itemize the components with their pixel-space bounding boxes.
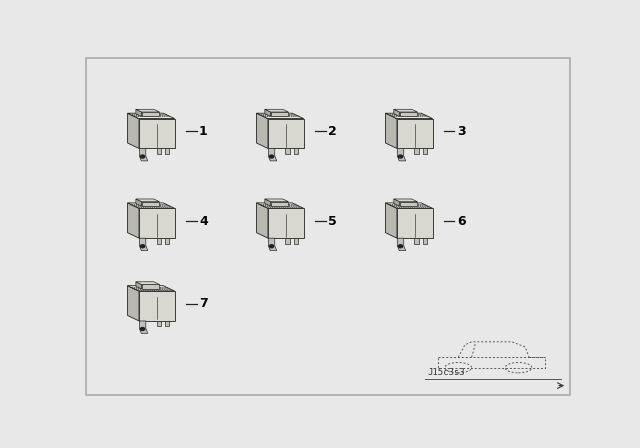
Text: 4: 4 (199, 215, 208, 228)
Circle shape (140, 245, 145, 248)
Polygon shape (385, 113, 433, 119)
Text: J15c3s3: J15c3s3 (428, 368, 465, 377)
Polygon shape (397, 238, 406, 250)
Polygon shape (141, 284, 159, 289)
Polygon shape (136, 109, 159, 112)
Text: 6: 6 (457, 215, 465, 228)
Polygon shape (127, 113, 175, 119)
Polygon shape (257, 203, 268, 238)
Circle shape (398, 155, 403, 158)
Polygon shape (394, 109, 417, 112)
Polygon shape (415, 238, 419, 244)
Polygon shape (385, 203, 397, 238)
Polygon shape (164, 148, 169, 154)
Polygon shape (127, 113, 139, 148)
Circle shape (398, 245, 403, 248)
Polygon shape (127, 203, 175, 208)
Circle shape (140, 155, 145, 158)
Text: 5: 5 (328, 215, 337, 228)
Polygon shape (397, 208, 433, 238)
Circle shape (269, 155, 274, 158)
Polygon shape (399, 202, 417, 206)
Polygon shape (265, 199, 289, 202)
Polygon shape (422, 148, 427, 154)
Polygon shape (294, 148, 298, 154)
Polygon shape (268, 238, 276, 250)
Polygon shape (136, 109, 141, 116)
Polygon shape (397, 148, 406, 161)
Polygon shape (257, 113, 304, 119)
Polygon shape (271, 112, 289, 116)
Polygon shape (136, 282, 159, 284)
Polygon shape (164, 238, 169, 244)
Polygon shape (268, 208, 304, 238)
Polygon shape (140, 321, 148, 333)
Polygon shape (415, 148, 419, 154)
Polygon shape (385, 113, 397, 148)
Polygon shape (265, 109, 289, 112)
Polygon shape (394, 109, 399, 116)
Polygon shape (268, 148, 276, 161)
Polygon shape (157, 321, 161, 327)
Text: 2: 2 (328, 125, 337, 138)
Polygon shape (257, 113, 268, 148)
Polygon shape (140, 148, 148, 161)
Polygon shape (136, 199, 159, 202)
Polygon shape (257, 203, 304, 208)
Polygon shape (136, 199, 141, 206)
Polygon shape (139, 208, 175, 238)
Polygon shape (397, 119, 433, 148)
Polygon shape (265, 199, 271, 206)
Polygon shape (394, 199, 399, 206)
Polygon shape (385, 203, 433, 208)
Circle shape (140, 327, 145, 331)
Polygon shape (136, 282, 141, 289)
Text: 7: 7 (199, 297, 208, 310)
Polygon shape (285, 238, 290, 244)
Polygon shape (141, 112, 159, 116)
Polygon shape (141, 202, 159, 206)
Polygon shape (139, 291, 175, 321)
Polygon shape (399, 112, 417, 116)
Polygon shape (139, 119, 175, 148)
Polygon shape (140, 238, 148, 250)
Text: 3: 3 (457, 125, 465, 138)
Polygon shape (157, 238, 161, 244)
Polygon shape (268, 119, 304, 148)
Polygon shape (157, 148, 161, 154)
Polygon shape (394, 199, 417, 202)
Polygon shape (265, 109, 271, 116)
Circle shape (269, 245, 274, 248)
Polygon shape (164, 321, 169, 327)
Polygon shape (285, 148, 290, 154)
Polygon shape (422, 238, 427, 244)
Polygon shape (127, 203, 139, 238)
Polygon shape (271, 202, 289, 206)
Polygon shape (294, 238, 298, 244)
Text: 1: 1 (199, 125, 208, 138)
Polygon shape (127, 286, 139, 321)
Polygon shape (127, 286, 175, 291)
